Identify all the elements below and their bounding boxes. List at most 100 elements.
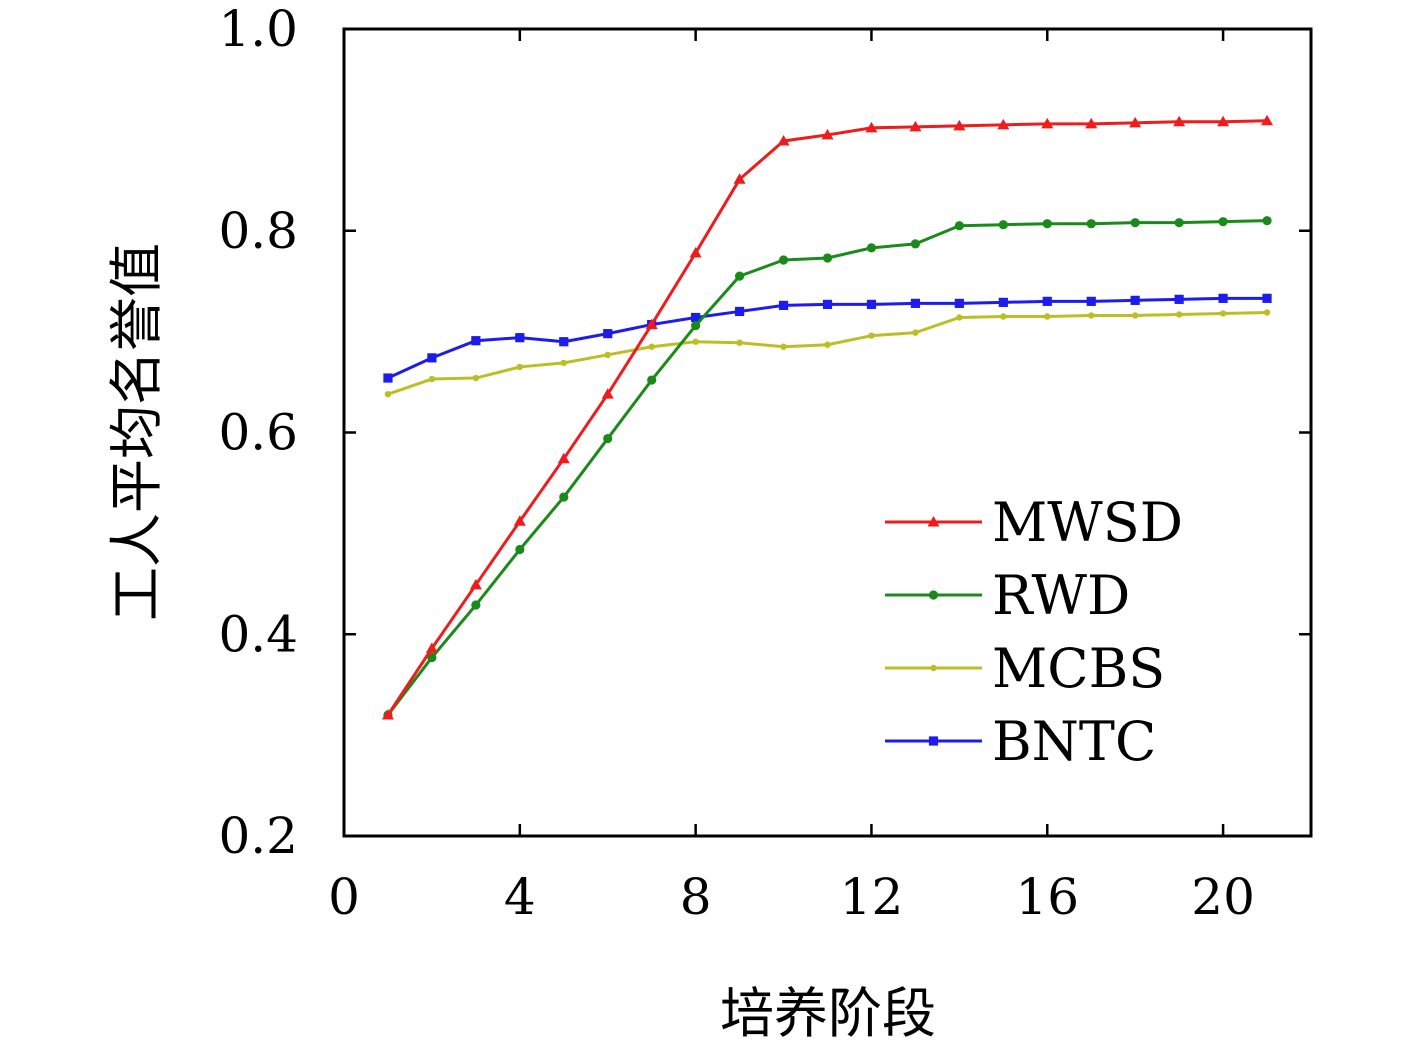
legend-label: MWSD	[992, 491, 1183, 554]
data-point	[384, 390, 392, 398]
data-point	[645, 318, 658, 330]
data-point	[824, 341, 831, 348]
y-tick-label: 0.4	[218, 605, 298, 663]
data-point	[1042, 296, 1052, 306]
data-point	[1129, 116, 1142, 128]
data-point	[822, 253, 833, 263]
data-point	[1219, 310, 1227, 317]
data-point	[1175, 311, 1183, 318]
data-point	[1262, 293, 1272, 303]
data-point	[997, 118, 1010, 130]
data-point	[734, 306, 745, 317]
data-point	[1085, 117, 1098, 129]
data-point	[1217, 115, 1230, 127]
data-point	[777, 134, 790, 146]
series-layer	[381, 114, 1274, 720]
data-point	[516, 363, 524, 371]
data-point	[383, 373, 393, 383]
data-point	[1174, 294, 1184, 304]
data-point	[734, 271, 745, 281]
data-point	[1263, 309, 1271, 316]
legend-item-mwsd: MWSD	[885, 491, 1183, 554]
x-tick-label: 8	[680, 868, 712, 926]
data-point	[822, 299, 833, 309]
data-point	[998, 297, 1008, 307]
x-tick-label: 12	[840, 868, 904, 926]
data-point	[910, 239, 921, 249]
legend-swatch-marker	[927, 516, 940, 527]
legend-swatch-marker	[928, 736, 939, 746]
data-point	[559, 492, 569, 502]
data-point	[866, 299, 877, 309]
data-point	[866, 243, 877, 253]
data-point	[604, 351, 611, 359]
data-point	[1086, 296, 1096, 306]
data-point	[689, 246, 702, 258]
data-point	[1173, 115, 1186, 127]
data-point	[560, 359, 567, 367]
x-tick-label: 16	[1015, 868, 1079, 926]
data-point	[1261, 114, 1274, 126]
data-point	[648, 343, 655, 350]
y-axis-title: 工人平均名誉值	[105, 243, 168, 621]
data-point	[603, 329, 613, 339]
data-point	[912, 329, 919, 336]
legend-swatch-marker	[928, 590, 939, 600]
data-point	[557, 452, 570, 464]
data-point	[427, 652, 437, 663]
data-point	[515, 333, 525, 343]
data-point	[513, 515, 526, 526]
data-point	[1218, 293, 1228, 303]
data-point	[1041, 117, 1054, 129]
data-point	[954, 221, 964, 231]
data-point	[428, 375, 436, 383]
data-point	[381, 708, 394, 720]
data-point	[1000, 313, 1007, 320]
data-point	[1218, 217, 1228, 227]
legend-label: RWD	[992, 564, 1130, 627]
data-point	[736, 339, 743, 346]
data-point	[647, 375, 657, 385]
x-tick-label: 20	[1191, 868, 1255, 926]
data-point	[692, 338, 699, 345]
legend: MWSD RWD MCBS BNTC	[885, 491, 1183, 773]
ticks-layer: 0 4 8 12 16 20 0.2 0.4 0.6 0.8 1.0	[218, 0, 1311, 926]
data-point	[954, 298, 964, 308]
data-point	[780, 343, 787, 350]
y-tick-label: 0.2	[218, 807, 298, 865]
data-point	[1088, 312, 1095, 319]
data-point	[425, 642, 438, 653]
x-axis-title: 培养阶段	[720, 982, 936, 1045]
data-point	[559, 337, 569, 347]
data-point	[1262, 216, 1272, 226]
data-point	[1130, 218, 1140, 228]
legend-item-mcbs: MCBS	[885, 637, 1165, 700]
legend-item-rwd: RWD	[885, 564, 1130, 627]
data-point	[1131, 312, 1139, 319]
data-point	[865, 121, 878, 133]
plot-frame	[342, 27, 1313, 838]
x-tick-label: 4	[504, 868, 536, 926]
data-point	[691, 312, 701, 323]
legend-item-bntc: BNTC	[885, 710, 1156, 773]
series-mwsd	[381, 114, 1274, 720]
data-point	[471, 600, 481, 610]
data-point	[515, 544, 525, 555]
data-point	[472, 374, 480, 382]
data-point	[868, 332, 875, 339]
x-tick-label: 0	[328, 868, 360, 926]
legend-swatch-marker	[930, 664, 937, 672]
data-point	[956, 314, 963, 321]
data-point	[910, 298, 921, 308]
data-point	[778, 255, 789, 265]
data-point	[1042, 219, 1052, 229]
data-point	[998, 220, 1008, 230]
data-point	[953, 119, 966, 131]
series-bntc	[383, 293, 1272, 383]
series-rwd	[383, 216, 1272, 720]
data-point	[1086, 219, 1096, 229]
data-point	[778, 300, 789, 310]
legend-label: MCBS	[992, 637, 1165, 700]
legend-label: BNTC	[992, 710, 1156, 773]
